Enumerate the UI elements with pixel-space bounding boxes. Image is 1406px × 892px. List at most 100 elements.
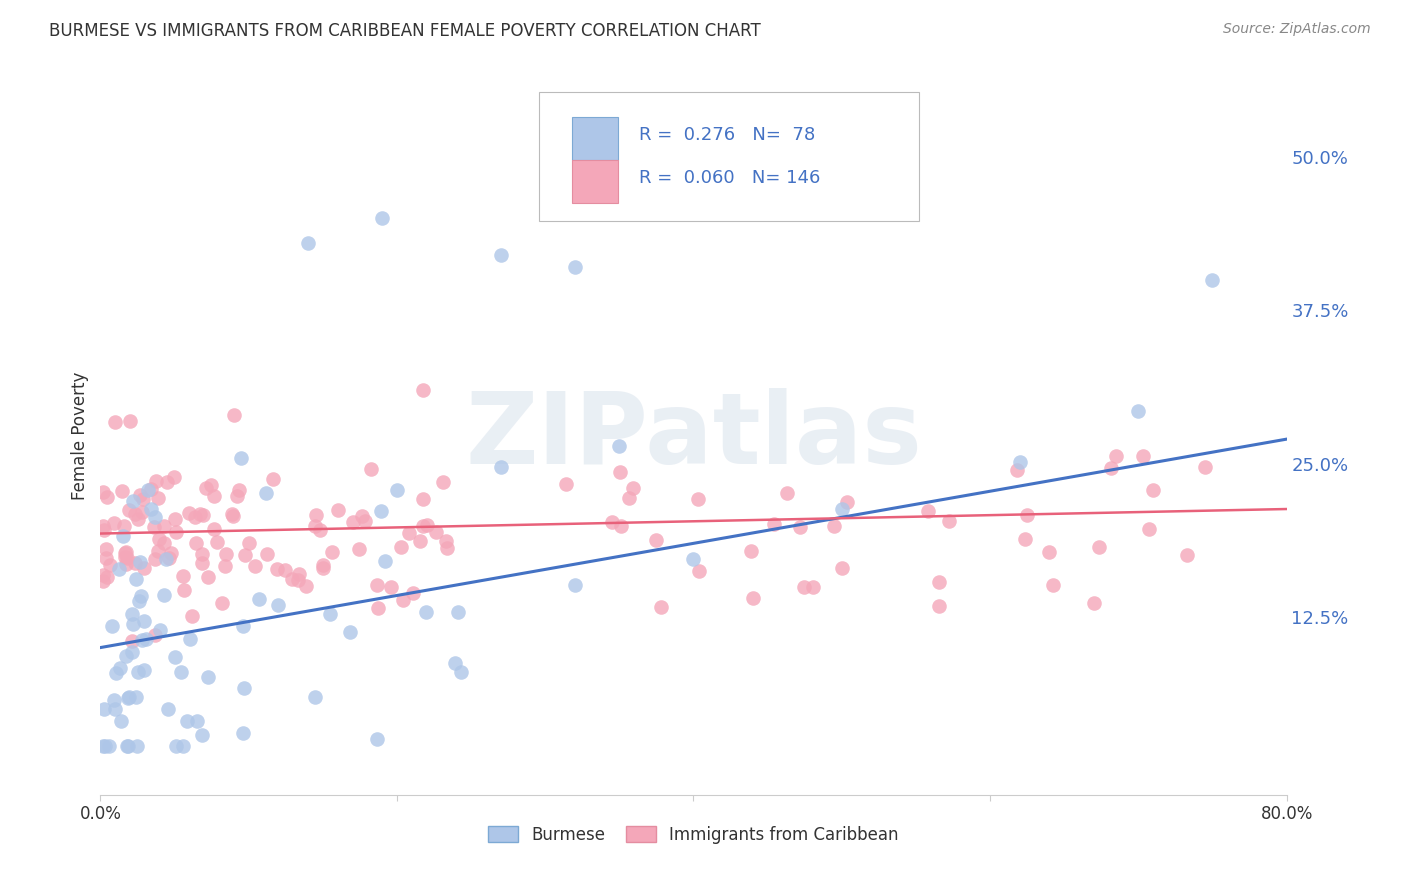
Point bbox=[103, 702, 125, 716]
Point bbox=[273, 563, 295, 577]
Point bbox=[115, 649, 138, 664]
Point bbox=[197, 670, 219, 684]
Point bbox=[135, 632, 157, 647]
Point bbox=[409, 533, 432, 548]
Point bbox=[153, 588, 176, 602]
Point bbox=[1132, 450, 1154, 464]
Point bbox=[256, 547, 278, 561]
Point bbox=[190, 548, 212, 562]
Point bbox=[132, 561, 155, 575]
Point bbox=[93, 523, 115, 537]
Point bbox=[489, 248, 512, 262]
Point bbox=[101, 618, 124, 632]
Point bbox=[128, 594, 150, 608]
Point bbox=[247, 592, 270, 607]
Point bbox=[326, 503, 349, 517]
Point bbox=[1128, 404, 1150, 418]
Point bbox=[180, 609, 202, 624]
Point bbox=[157, 550, 180, 565]
Point bbox=[436, 541, 458, 555]
Point bbox=[139, 482, 162, 496]
Point bbox=[97, 739, 120, 753]
Point bbox=[682, 552, 704, 566]
Point bbox=[741, 591, 763, 605]
Point bbox=[191, 728, 214, 742]
Point bbox=[114, 518, 136, 533]
Point bbox=[489, 460, 512, 475]
Point bbox=[297, 235, 319, 250]
Point bbox=[938, 514, 960, 528]
Point bbox=[447, 605, 470, 619]
Point bbox=[125, 690, 148, 704]
Point bbox=[118, 690, 141, 704]
Point bbox=[177, 506, 200, 520]
Point bbox=[412, 519, 434, 533]
Point bbox=[222, 408, 245, 422]
FancyBboxPatch shape bbox=[572, 117, 617, 160]
Point bbox=[339, 624, 361, 639]
Point bbox=[555, 476, 578, 491]
Point bbox=[295, 579, 318, 593]
Point bbox=[917, 504, 939, 518]
Point bbox=[645, 533, 668, 547]
Point bbox=[609, 519, 631, 533]
Point bbox=[347, 541, 370, 556]
Point bbox=[776, 485, 799, 500]
Point bbox=[1008, 455, 1031, 469]
Point bbox=[190, 557, 212, 571]
Text: BURMESE VS IMMIGRANTS FROM CARIBBEAN FEMALE POVERTY CORRELATION CHART: BURMESE VS IMMIGRANTS FROM CARIBBEAN FEM… bbox=[49, 22, 761, 40]
Point bbox=[304, 690, 326, 704]
Point bbox=[385, 483, 408, 497]
Text: R =  0.276   N=  78: R = 0.276 N= 78 bbox=[638, 126, 815, 144]
Point bbox=[1038, 545, 1060, 559]
Point bbox=[801, 580, 824, 594]
Point bbox=[450, 665, 472, 679]
Point bbox=[281, 572, 304, 586]
Point bbox=[114, 557, 136, 571]
Point bbox=[104, 415, 127, 429]
Point bbox=[443, 656, 465, 670]
Point bbox=[94, 542, 117, 557]
Point bbox=[831, 561, 853, 575]
Point bbox=[115, 545, 138, 559]
Point bbox=[127, 665, 149, 679]
Point bbox=[169, 665, 191, 679]
Point bbox=[146, 543, 169, 558]
Point bbox=[195, 482, 218, 496]
Point bbox=[740, 544, 762, 558]
Text: R =  0.060   N= 146: R = 0.060 N= 146 bbox=[638, 169, 820, 186]
Point bbox=[163, 650, 186, 665]
Point bbox=[155, 552, 177, 566]
Point bbox=[360, 462, 382, 476]
Point bbox=[366, 578, 388, 592]
Point bbox=[392, 592, 415, 607]
Point bbox=[114, 550, 136, 565]
Point bbox=[91, 739, 114, 753]
Point bbox=[145, 475, 167, 489]
Point bbox=[789, 520, 811, 534]
Point bbox=[103, 693, 125, 707]
Point bbox=[688, 564, 710, 578]
Point bbox=[380, 580, 402, 594]
Point bbox=[197, 570, 219, 584]
Point bbox=[621, 481, 644, 495]
Y-axis label: Female Poverty: Female Poverty bbox=[72, 372, 89, 500]
Point bbox=[1015, 508, 1038, 523]
Point bbox=[124, 507, 146, 521]
Point bbox=[165, 512, 187, 526]
Point bbox=[432, 475, 454, 489]
Point bbox=[96, 551, 118, 566]
Point bbox=[226, 489, 249, 503]
Point bbox=[188, 508, 211, 522]
Point bbox=[229, 450, 252, 465]
Point bbox=[619, 491, 641, 505]
Point bbox=[304, 518, 326, 533]
Point bbox=[136, 483, 159, 497]
Point bbox=[117, 739, 139, 753]
Point bbox=[186, 714, 208, 728]
Point bbox=[118, 502, 141, 516]
Point bbox=[121, 645, 143, 659]
Point bbox=[370, 503, 392, 517]
Point bbox=[928, 599, 950, 613]
Point bbox=[148, 533, 170, 547]
